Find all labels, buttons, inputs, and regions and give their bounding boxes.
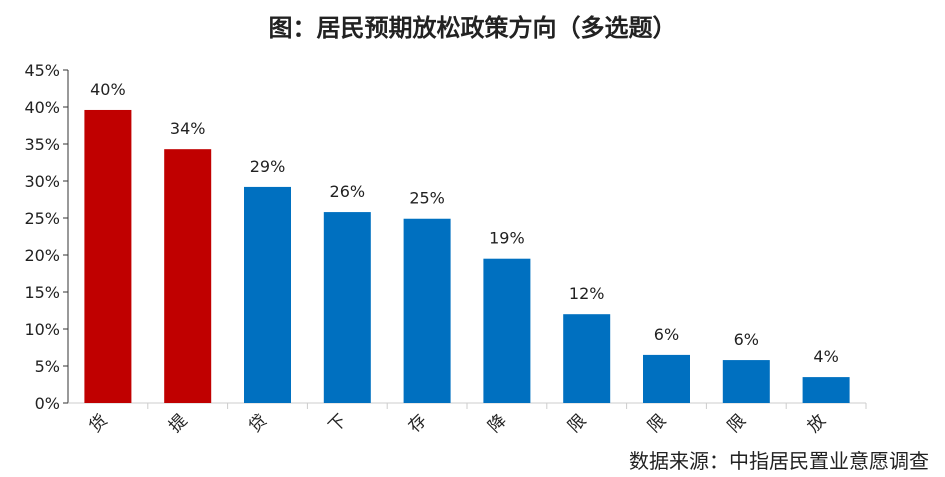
x-tick-label: 限 bbox=[644, 411, 670, 437]
y-tick-label: 20% bbox=[24, 246, 60, 265]
data-label: 26% bbox=[330, 182, 366, 201]
x-tick-label: 放 bbox=[804, 411, 830, 437]
data-label: 34% bbox=[170, 119, 206, 138]
y-tick-label: 25% bbox=[24, 209, 60, 228]
bar bbox=[722, 360, 770, 403]
chart-title: 图：居民预期放松政策方向（多选题） bbox=[268, 14, 677, 42]
bar bbox=[643, 354, 690, 403]
bar bbox=[244, 186, 291, 403]
x-tick-label: 货 bbox=[86, 411, 112, 437]
source-note: 数据来源：中指居民置业意愿调查 bbox=[629, 449, 929, 473]
y-tick-label: 40% bbox=[24, 98, 60, 117]
y-tick-label: 30% bbox=[24, 172, 60, 191]
x-tick-label: 提 bbox=[165, 411, 191, 437]
data-label: 12% bbox=[569, 284, 605, 303]
data-label: 19% bbox=[489, 229, 525, 248]
bar bbox=[403, 218, 451, 403]
bar bbox=[323, 212, 371, 403]
data-label: 29% bbox=[250, 157, 286, 176]
y-tick-label: 35% bbox=[24, 135, 60, 154]
x-tick-label: 限 bbox=[724, 411, 750, 437]
bar bbox=[563, 314, 611, 403]
x-tick-label: 贷 bbox=[245, 411, 271, 437]
bar bbox=[164, 149, 212, 403]
y-tick-label: 0% bbox=[35, 394, 60, 413]
x-tick-label: 降 bbox=[485, 411, 511, 437]
x-tick-label: 存 bbox=[405, 411, 431, 437]
data-label: 4% bbox=[813, 347, 838, 366]
bar bbox=[802, 377, 850, 403]
y-tick-label: 10% bbox=[24, 320, 60, 339]
bar bbox=[483, 258, 531, 403]
data-label: 25% bbox=[409, 189, 445, 208]
x-tick-label: 限 bbox=[564, 411, 590, 437]
y-tick-label: 45% bbox=[24, 61, 60, 80]
y-tick-label: 15% bbox=[24, 283, 60, 302]
data-label: 6% bbox=[654, 325, 679, 344]
data-label: 40% bbox=[90, 80, 126, 99]
x-tick-label: 下 bbox=[325, 411, 351, 437]
bar bbox=[84, 109, 132, 404]
data-label: 6% bbox=[734, 330, 759, 349]
y-tick-label: 5% bbox=[35, 357, 60, 376]
